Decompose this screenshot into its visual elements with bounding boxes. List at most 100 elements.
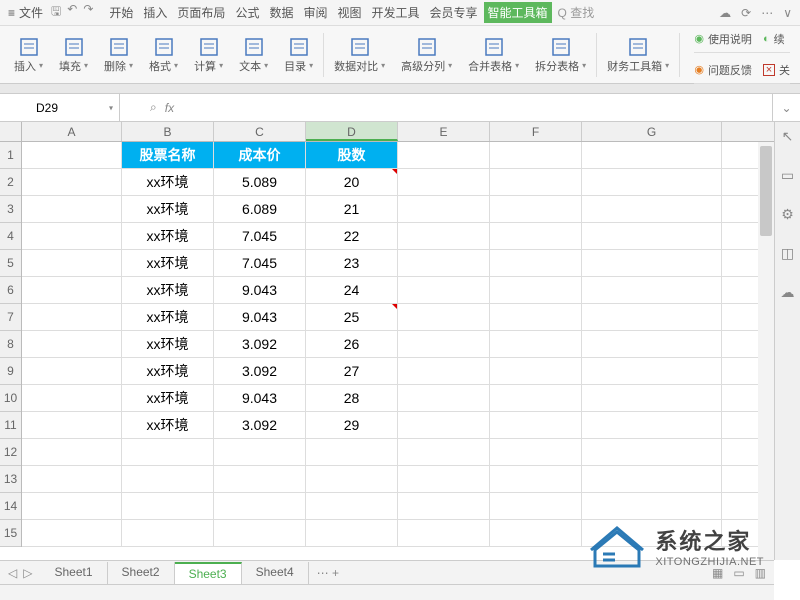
row-header-14[interactable]: 14 — [0, 493, 21, 520]
cell-G2[interactable] — [582, 169, 722, 195]
cell-E13[interactable] — [398, 466, 490, 492]
cell-D15[interactable] — [306, 520, 398, 546]
cell-E2[interactable] — [398, 169, 490, 195]
row-header-11[interactable]: 11 — [0, 412, 21, 439]
menu-tab-7[interactable]: 开发工具 — [368, 2, 424, 23]
cells[interactable]: 股票名称成本价股数xx环境5.08920xx环境6.08921xx环境7.045… — [22, 142, 774, 560]
cell-G10[interactable] — [582, 385, 722, 411]
ribbon-填充[interactable]: 填充 — [51, 26, 96, 83]
cell-B1[interactable]: 股票名称 — [122, 142, 214, 168]
menu-tab-3[interactable]: 公式 — [231, 2, 263, 23]
panel-settings-icon[interactable]: ⚙ — [781, 206, 794, 223]
cell-D1[interactable]: 股数 — [306, 142, 398, 168]
more-icon[interactable]: ⋯ — [761, 6, 773, 20]
ribbon-目录[interactable]: 目录 — [276, 26, 321, 83]
cell-G6[interactable] — [582, 277, 722, 303]
cell-B15[interactable] — [122, 520, 214, 546]
redo-icon[interactable]: ↷ — [83, 2, 93, 23]
cell-B2[interactable]: xx环境 — [122, 169, 214, 195]
row-header-13[interactable]: 13 — [0, 466, 21, 493]
cell-B9[interactable]: xx环境 — [122, 358, 214, 384]
cell-E9[interactable] — [398, 358, 490, 384]
cell-G4[interactable] — [582, 223, 722, 249]
save-icon[interactable]: 🖫 — [51, 2, 61, 23]
panel-select-icon[interactable]: ▭ — [781, 167, 794, 184]
cell-E15[interactable] — [398, 520, 490, 546]
feedback-label[interactable]: 问题反馈 — [708, 62, 752, 78]
cell-C6[interactable]: 9.043 — [214, 277, 306, 303]
cell-D6[interactable]: 24 — [306, 277, 398, 303]
cell-B4[interactable]: xx环境 — [122, 223, 214, 249]
cell-A4[interactable] — [22, 223, 122, 249]
cell-E4[interactable] — [398, 223, 490, 249]
menu-tab-6[interactable]: 视图 — [333, 2, 365, 23]
cell-E10[interactable] — [398, 385, 490, 411]
cell-A8[interactable] — [22, 331, 122, 357]
ribbon-删除[interactable]: 删除 — [96, 26, 141, 83]
cell-G11[interactable] — [582, 412, 722, 438]
cell-A6[interactable] — [22, 277, 122, 303]
sheet-tab-Sheet4[interactable]: Sheet4 — [242, 562, 309, 584]
help-label[interactable]: 使用说明 — [708, 31, 752, 47]
panel-bookmark-icon[interactable]: ◫ — [781, 245, 794, 262]
menu-tab-5[interactable]: 审阅 — [299, 2, 331, 23]
search-fx-icon[interactable]: ⌕ — [150, 100, 157, 115]
cell-B6[interactable]: xx环境 — [122, 277, 214, 303]
cloud-icon[interactable]: ☁ — [719, 6, 731, 20]
cell-E14[interactable] — [398, 493, 490, 519]
row-header-15[interactable]: 15 — [0, 520, 21, 547]
cell-D8[interactable]: 26 — [306, 331, 398, 357]
cell-D3[interactable]: 21 — [306, 196, 398, 222]
menu-tab-1[interactable]: 插入 — [139, 2, 171, 23]
ribbon-财务工具箱[interactable]: 财务工具箱 — [599, 26, 677, 83]
cell-B8[interactable]: xx环境 — [122, 331, 214, 357]
cell-F6[interactable] — [490, 277, 582, 303]
tab-next-icon[interactable]: ▷ — [23, 566, 32, 580]
col-header-A[interactable]: A — [22, 122, 122, 141]
cell-E7[interactable] — [398, 304, 490, 330]
cell-F13[interactable] — [490, 466, 582, 492]
col-header-G[interactable]: G — [582, 122, 722, 141]
cell-F12[interactable] — [490, 439, 582, 465]
cell-A11[interactable] — [22, 412, 122, 438]
ribbon-数据对比[interactable]: 数据对比 — [326, 26, 393, 83]
cell-B13[interactable] — [122, 466, 214, 492]
cell-F14[interactable] — [490, 493, 582, 519]
cell-E1[interactable] — [398, 142, 490, 168]
ribbon-格式[interactable]: 格式 — [141, 26, 186, 83]
sync-icon[interactable]: ⟳ — [741, 6, 751, 20]
cell-F7[interactable] — [490, 304, 582, 330]
cell-G15[interactable] — [582, 520, 722, 546]
cell-F1[interactable] — [490, 142, 582, 168]
cell-B3[interactable]: xx环境 — [122, 196, 214, 222]
menu-tab-4[interactable]: 数据 — [265, 2, 297, 23]
cell-F8[interactable] — [490, 331, 582, 357]
cell-C10[interactable]: 9.043 — [214, 385, 306, 411]
ribbon-文本[interactable]: 文本 — [231, 26, 276, 83]
col-header-F[interactable]: F — [490, 122, 582, 141]
hamburger-icon[interactable]: ≡ — [8, 6, 15, 20]
cell-F5[interactable] — [490, 250, 582, 276]
cell-C12[interactable] — [214, 439, 306, 465]
cell-B5[interactable]: xx环境 — [122, 250, 214, 276]
cell-E5[interactable] — [398, 250, 490, 276]
cell-D2[interactable]: 20 — [306, 169, 398, 195]
col-header-E[interactable]: E — [398, 122, 490, 141]
cell-C11[interactable]: 3.092 — [214, 412, 306, 438]
row-header-4[interactable]: 4 — [0, 223, 21, 250]
cell-C5[interactable]: 7.045 — [214, 250, 306, 276]
ribbon-高级分列[interactable]: 高级分列 — [393, 26, 460, 83]
cell-C8[interactable]: 3.092 — [214, 331, 306, 357]
ribbon-计算[interactable]: 计算 — [186, 26, 231, 83]
cell-F11[interactable] — [490, 412, 582, 438]
cell-B14[interactable] — [122, 493, 214, 519]
cell-G13[interactable] — [582, 466, 722, 492]
cell-G9[interactable] — [582, 358, 722, 384]
menu-tab-9[interactable]: 智能工具箱 — [484, 2, 552, 23]
cell-E11[interactable] — [398, 412, 490, 438]
cell-D12[interactable] — [306, 439, 398, 465]
undo-icon[interactable]: ↶ — [67, 2, 77, 23]
cell-A3[interactable] — [22, 196, 122, 222]
ribbon-插入[interactable]: 插入 — [6, 26, 51, 83]
cell-D11[interactable]: 29 — [306, 412, 398, 438]
